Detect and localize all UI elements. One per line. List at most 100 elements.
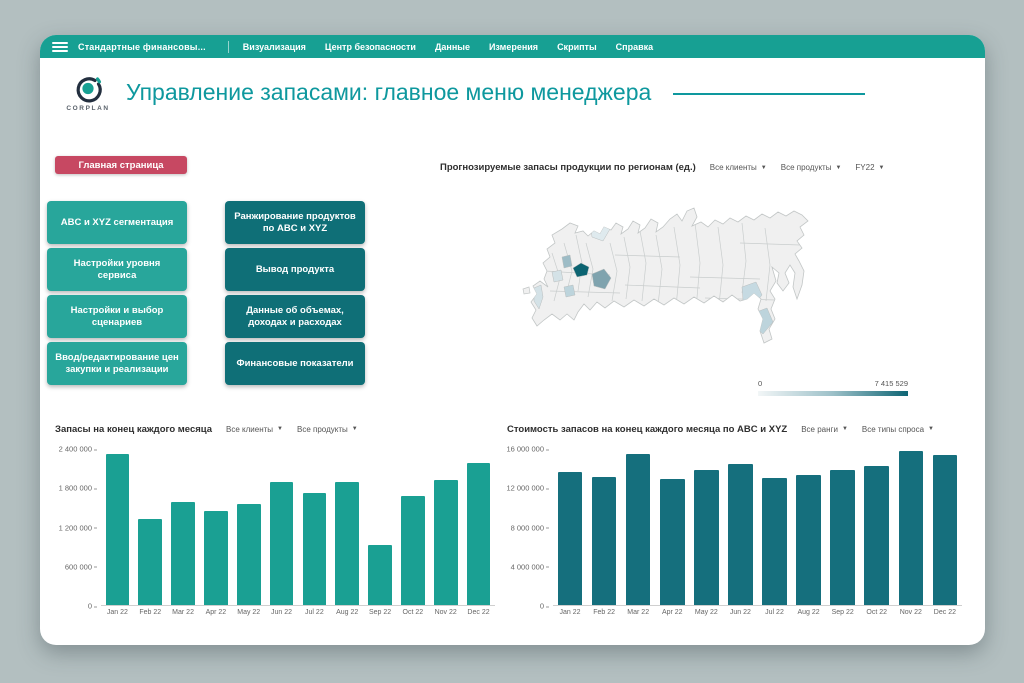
x-tick-label: Apr 22 xyxy=(205,609,227,616)
map-region-dark-moscow xyxy=(572,262,590,278)
russia-choropleth-map[interactable] xyxy=(490,193,920,378)
x-tick-label: May 22 xyxy=(237,609,261,616)
map-filter-clients[interactable]: Все клиенты ▼ xyxy=(709,163,767,172)
x-tick-label: Jun 22 xyxy=(729,609,751,616)
nav-menu-title[interactable]: Стандартные финансовы... xyxy=(78,41,206,52)
abc-xyz-segmentation-button[interactable]: ABC и XYZ сегментация xyxy=(47,201,187,244)
home-page-button[interactable]: Главная страница xyxy=(55,156,187,174)
map-filter-year[interactable]: FY22 ▼ xyxy=(855,163,885,172)
x-tick-label: Dec 22 xyxy=(467,609,490,616)
top-navbar: Стандартные финансовы... Визуализация Це… xyxy=(40,35,985,58)
bar-Nov-22[interactable] xyxy=(433,480,458,605)
x-axis-labels: Jan 22 Feb 22 Mar 22 Apr 22 May 22 Jun 22 Jul … xyxy=(101,609,495,616)
y-tick-label: 600 000 xyxy=(65,562,97,571)
bar-Aug-22[interactable] xyxy=(335,481,360,605)
map-region-slate-north xyxy=(561,254,573,269)
bar-Nov-22[interactable] xyxy=(898,450,924,605)
bar-Aug-22[interactable] xyxy=(796,475,821,605)
map-region-light-south xyxy=(563,284,576,298)
chart-filter-0[interactable]: Все клиенты ▼ xyxy=(226,424,283,434)
bar-Oct-22[interactable] xyxy=(401,495,425,605)
bar-Dec-22[interactable] xyxy=(466,463,491,605)
scenario-settings-button[interactable]: Настройки и выбор сценариев xyxy=(47,295,187,338)
bar-Sep-22[interactable] xyxy=(368,545,392,605)
map-legend: 0 7 415 529 xyxy=(758,379,908,396)
bar-Jul-22[interactable] xyxy=(302,492,327,605)
x-tick-label: Mar 22 xyxy=(172,609,194,616)
product-output-button[interactable]: Вывод продукта xyxy=(225,248,365,291)
corplan-logo: CORPLAN xyxy=(60,72,116,112)
bar-Jan-22[interactable] xyxy=(105,453,130,605)
bar-Mar-22[interactable] xyxy=(171,501,195,605)
chevron-down-icon: ▼ xyxy=(841,426,848,432)
x-tick-label: Aug 22 xyxy=(797,609,820,616)
page-title: Управление запасами: главное меню менедж… xyxy=(126,78,652,105)
x-tick-label: Jul 22 xyxy=(765,609,784,616)
bar-Apr-22[interactable] xyxy=(204,510,228,605)
bar-Mar-22[interactable] xyxy=(625,453,651,605)
x-tick-label: Sep 22 xyxy=(368,609,392,616)
price-editing-button[interactable]: Ввод/редактирование цен закупки и реализ… xyxy=(47,342,187,385)
x-tick-label: Jan 22 xyxy=(106,609,128,616)
y-tick-label: 1 800 000 xyxy=(59,484,97,493)
chevron-down-icon: ▼ xyxy=(277,426,283,432)
y-tick-label: 2 400 000 xyxy=(59,445,97,454)
nav-item-visualization[interactable]: Визуализация xyxy=(242,41,306,52)
nav-item-help[interactable]: Справка xyxy=(615,41,654,52)
bar-May-22[interactable] xyxy=(694,470,719,605)
map-region-borders xyxy=(544,222,801,310)
bar-Apr-22[interactable] xyxy=(660,479,685,605)
y-tick-label: 0 xyxy=(88,602,97,611)
volumes-income-expenses-button[interactable]: Данные об объемах, доходах и расходах xyxy=(225,295,365,338)
y-tick-label: 0 xyxy=(540,602,549,611)
product-ranking-button[interactable]: Ранжирование продуктов по ABC и XYZ xyxy=(225,201,365,244)
bar-Oct-22[interactable] xyxy=(864,465,889,605)
corplan-logo-icon xyxy=(76,77,102,103)
bar-Sep-22[interactable] xyxy=(830,470,855,605)
bar-May-22[interactable] xyxy=(236,503,261,605)
charts-row: Запасы на конец каждого месяца Все клиен… xyxy=(55,421,962,616)
legend-min: 0 xyxy=(758,379,763,388)
inventory-value-chart: Стоимость запасов на конец каждого месяц… xyxy=(506,421,962,616)
hamburger-icon[interactable] xyxy=(52,40,68,54)
x-tick-label: Jan 22 xyxy=(559,609,581,616)
chart-filter-0[interactable]: Все ранги ▼ xyxy=(801,424,848,434)
plot-area xyxy=(553,449,962,606)
map-header: Прогнозируемые запасы продукции по регио… xyxy=(440,162,885,173)
financial-indicators-button[interactable]: Финансовые показатели xyxy=(225,342,365,385)
nav-item-measures[interactable]: Измерения xyxy=(488,41,539,52)
plot-area xyxy=(101,449,495,606)
x-tick-label: May 22 xyxy=(694,609,718,616)
legend-gradient-bar xyxy=(758,391,908,396)
chart-filter-1[interactable]: Все типы спроса ▼ xyxy=(861,424,934,434)
bar-Jun-22[interactable] xyxy=(269,482,294,605)
x-tick-label: Aug 22 xyxy=(336,609,359,616)
bar-Jul-22[interactable] xyxy=(762,478,787,605)
x-tick-label: Jul 22 xyxy=(305,609,324,616)
map-filter-products[interactable]: Все продукты ▼ xyxy=(780,163,842,172)
map-region-kaliningrad xyxy=(522,286,531,295)
legend-max: 7 415 529 xyxy=(874,379,908,388)
x-tick-label: Apr 22 xyxy=(661,609,683,616)
bar-Feb-22[interactable] xyxy=(138,518,163,605)
x-tick-label: Nov 22 xyxy=(434,609,457,616)
x-tick-label: Feb 22 xyxy=(139,609,162,616)
bar-Jan-22[interactable] xyxy=(557,472,583,605)
nav-item-security-center[interactable]: Центр безопасности xyxy=(324,41,416,52)
service-level-settings-button[interactable]: Настройки уровня сервиса xyxy=(47,248,187,291)
chart-filter-1[interactable]: Все продукты ▼ xyxy=(297,424,358,434)
bar-Jun-22[interactable] xyxy=(728,463,753,605)
chart-filters: Все ранги ▼ Все типы спроса ▼ xyxy=(787,425,934,434)
app-window: Стандартные финансовы... Визуализация Це… xyxy=(40,35,985,645)
nav-item-data[interactable]: Данные xyxy=(434,41,470,52)
menu-button-grid: ABC и XYZ сегментация Ранжирование проду… xyxy=(47,201,365,385)
y-axis: 0 4 000 000 8 000 000 12 000 000 16 000 000 xyxy=(506,445,553,611)
bar-Feb-22[interactable] xyxy=(591,477,617,605)
nav-item-scripts[interactable]: Скрипты xyxy=(557,41,597,52)
y-tick-label: 16 000 000 xyxy=(506,445,549,454)
nav-divider xyxy=(227,40,229,53)
bar-Dec-22[interactable] xyxy=(932,454,958,605)
x-tick-label: Dec 22 xyxy=(933,609,956,616)
map-title: Прогнозируемые запасы продукции по регио… xyxy=(440,162,696,173)
x-axis-labels: Jan 22 Feb 22 Mar 22 Apr 22 May 22 Jun 22 Jul … xyxy=(553,609,962,616)
